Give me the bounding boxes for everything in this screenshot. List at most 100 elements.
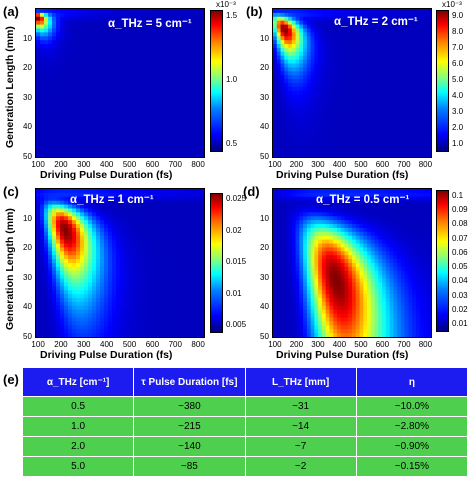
heatmap-cell [277,138,281,142]
heatmap-cell [104,106,109,110]
heatmap-cell [363,60,367,64]
heatmap-cell [408,130,412,134]
heatmap-cell [322,44,326,48]
heatmap-cell [108,122,113,126]
heatmap-cell [100,141,105,145]
heatmap-cell [322,52,326,56]
heatmap-cell [40,228,45,232]
heatmap-cell [192,282,197,286]
heatmap-cell [292,60,296,64]
heatmap-cell [420,56,424,60]
heatmap-cell [200,189,204,193]
heatmap-cell [124,56,129,60]
heatmap-cell [188,290,193,294]
heatmap-cell [184,329,189,333]
heatmap-cell [288,138,292,142]
heatmap-cell [322,64,326,68]
heatmap-cell [329,56,333,60]
heatmap-cell [84,149,89,153]
heatmap-cell [333,126,337,130]
heatmap-cell [136,87,141,91]
heatmap-cell [40,134,45,138]
heatmap-cell [420,114,424,118]
heatmap-cell [76,25,81,29]
heatmap-cell [88,32,93,36]
heatmap-cell [156,294,161,298]
heatmap-cell [375,153,379,157]
heatmap-cell [344,134,348,138]
heatmap-cell [172,32,177,36]
heatmap-cell [128,145,133,149]
heatmap-cell [52,153,57,157]
heatmap-cell [112,310,117,314]
heatmap-cell [299,44,303,48]
heatmap-cell [326,67,330,71]
heatmap-cell [164,145,169,149]
heatmap-cell [80,286,85,290]
heatmap-cell [68,44,73,48]
heatmap-cell [112,302,117,306]
heatmap-cell [160,251,165,255]
heatmap-cell [68,56,73,60]
heatmap-cell [412,60,416,64]
heatmap-cell [60,212,65,216]
heatmap-cell [341,56,345,60]
heatmap-cell [64,329,69,333]
heatmap-cell [176,134,181,138]
heatmap-cell [36,279,41,283]
heatmap-cell [160,205,165,209]
heatmap-cell [164,122,169,126]
heatmap-cell [192,251,197,255]
heatmap-cell [416,99,420,103]
heatmap-cell [382,87,386,91]
heatmap-cell [363,130,367,134]
heatmap-cell [36,25,41,29]
heatmap-cell [44,205,49,209]
heatmap-cell [322,28,326,32]
heatmap-cell [140,75,145,79]
heatmap-cell [84,64,89,68]
heatmap-cell [60,255,65,259]
heatmap-cell [144,118,149,122]
heatmap-cell [80,67,85,71]
heatmap-cell [337,9,341,13]
heatmap-cell [156,75,161,79]
heatmap-cell [281,40,285,44]
heatmap-cell [168,134,173,138]
heatmap-cell [160,71,165,75]
heatmap-cell [284,205,288,209]
heatmap-cell [168,208,173,212]
heatmap-cell [288,102,292,106]
heatmap-cell [140,114,145,118]
heatmap-cell [168,306,173,310]
heatmap-cell [371,95,375,99]
heatmap-cell [188,205,193,209]
heatmap-cell [405,28,409,32]
heatmap-cell [56,279,61,283]
heatmap-cell [296,149,300,153]
heatmap-cell [100,240,105,244]
heatmap-cell [148,145,153,149]
heatmap-cell [68,314,73,318]
heatmap-cell [326,44,330,48]
heatmap-cell [100,40,105,44]
heatmap-cell [80,263,85,267]
heatmap-cell [92,28,97,32]
heatmap-cell [164,40,169,44]
heatmap-cell [64,71,69,75]
heatmap-cell [363,79,367,83]
heatmap-cell [108,32,113,36]
heatmap-cell [84,298,89,302]
heatmap-cell [120,48,125,52]
heatmap-cell [132,247,137,251]
heatmap-cell [44,208,49,212]
heatmap-cell [132,114,137,118]
heatmap-cell [184,290,189,294]
heatmap-cell [393,64,397,68]
heatmap-cell [144,83,149,87]
heatmap-cell [44,87,49,91]
heatmap-cell [144,263,149,267]
heatmap-cell [200,56,204,60]
heatmap-cell [84,208,89,212]
heatmap-cell [390,75,394,79]
